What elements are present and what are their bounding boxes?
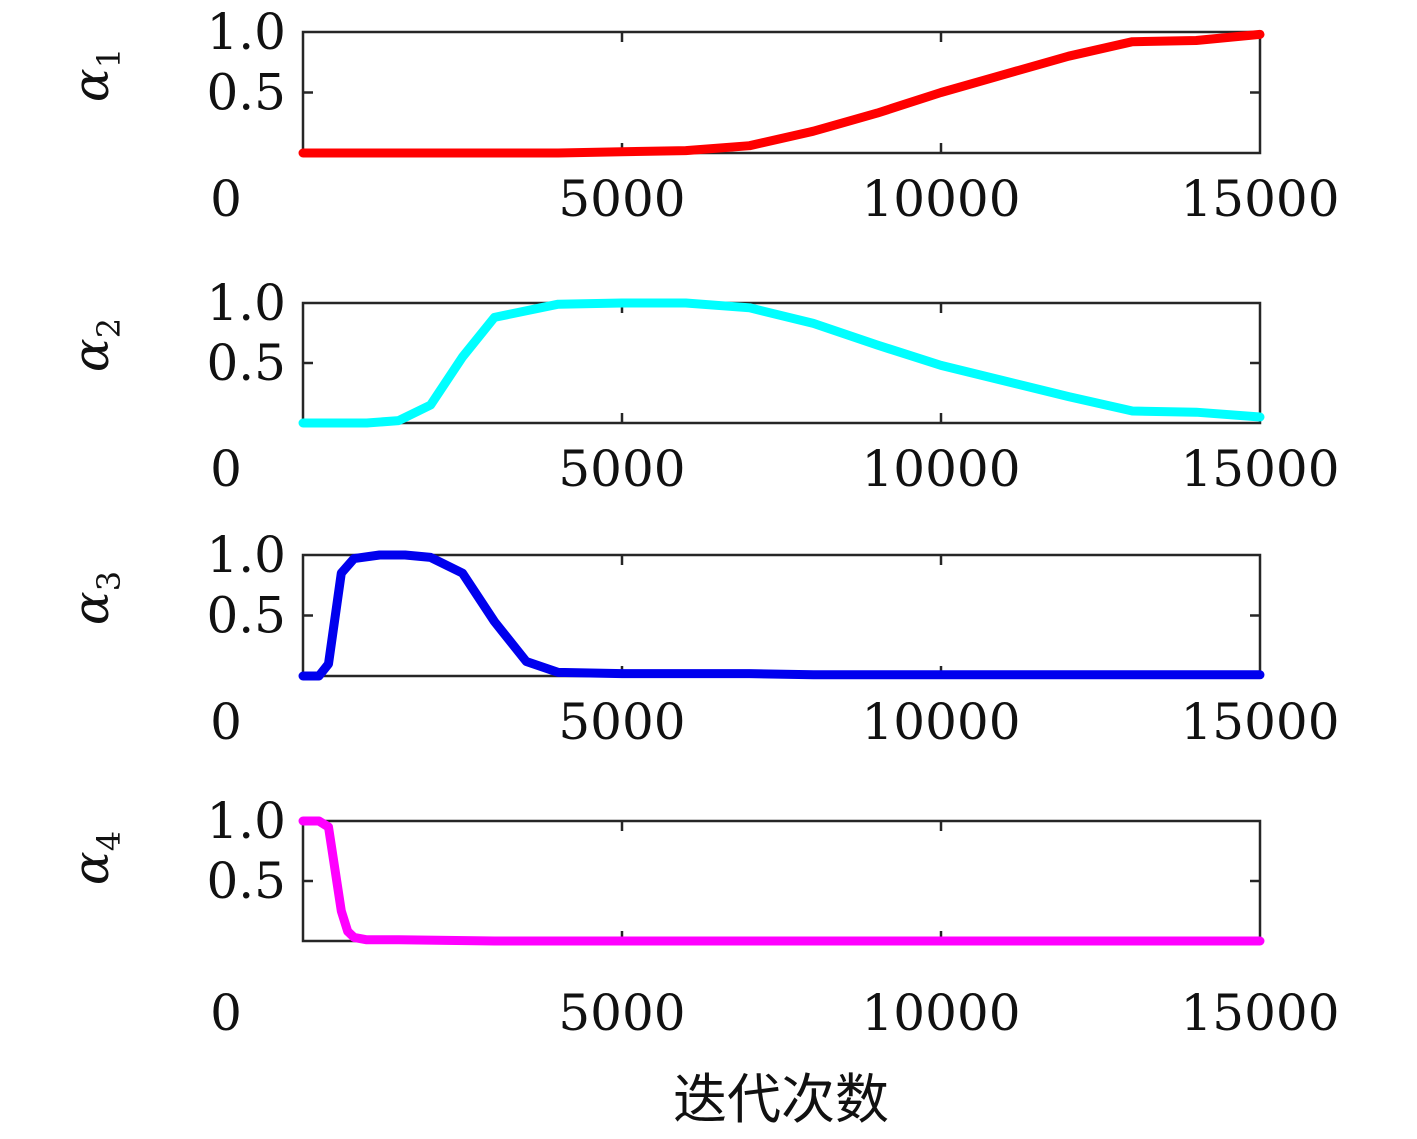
x-tick-label: 5000 xyxy=(558,984,685,1042)
series-line-alpha-3 xyxy=(298,550,1265,681)
x-tick-label-zero: 0 xyxy=(210,984,242,1042)
y-tick-label: 0.5 xyxy=(206,334,286,392)
x-tick-label: 10000 xyxy=(861,984,1020,1042)
x-tick-label: 15000 xyxy=(1180,440,1339,498)
y-axis-label-main: α xyxy=(62,851,120,885)
y-axis-label-main: α xyxy=(62,68,120,102)
x-tick-label: 15000 xyxy=(1180,170,1339,228)
panel-2: 0 5000 10000 15000 0.51.0 α2 xyxy=(62,274,1340,498)
y-axis-label-subscript: 4 xyxy=(90,831,128,851)
x-tick-label-zero: 0 xyxy=(210,170,242,228)
series-line-alpha-1 xyxy=(298,29,1265,158)
plot-frame xyxy=(301,553,1262,678)
x-tick-label: 10000 xyxy=(861,693,1020,751)
panel-1: 0 5000 10000 15000 0.51.0 α1 xyxy=(62,3,1340,228)
series-line-alpha-2 xyxy=(298,298,1265,428)
y-axis-label-subscript: 3 xyxy=(90,571,128,591)
x-tick-label: 15000 xyxy=(1180,693,1339,751)
x-tick-label-zero: 0 xyxy=(210,440,242,498)
y-axis-label: α2 xyxy=(62,318,128,372)
x-tick-label: 10000 xyxy=(861,170,1020,228)
panel-3: 0 5000 10000 15000 0.51.0 α3 xyxy=(62,526,1340,751)
y-axis-label-subscript: 1 xyxy=(90,48,128,68)
plot-frame xyxy=(301,819,1262,943)
y-tick-label: 0.5 xyxy=(206,64,286,122)
x-tick-label: 5000 xyxy=(558,693,685,751)
y-axis-label: α1 xyxy=(62,48,128,102)
x-tick-label: 10000 xyxy=(861,440,1020,498)
y-axis-label: α3 xyxy=(62,571,128,625)
y-tick-label: 0.5 xyxy=(206,587,286,645)
y-axis-label-main: α xyxy=(62,591,120,625)
panel-4: 0 5000 10000 15000 0.51.0 α4 xyxy=(62,792,1340,1042)
y-axis-label: α4 xyxy=(62,831,128,885)
y-axis-label-main: α xyxy=(62,338,120,372)
x-tick-label: 5000 xyxy=(558,440,685,498)
x-tick-label-zero: 0 xyxy=(210,693,242,751)
y-axis-label-subscript: 2 xyxy=(90,318,128,338)
x-tick-label: 5000 xyxy=(558,170,685,228)
y-tick-label: 1.0 xyxy=(206,526,286,584)
x-tick-label: 15000 xyxy=(1180,984,1339,1042)
y-tick-label: 1.0 xyxy=(206,3,286,61)
x-axis-label: 迭代次数 xyxy=(673,1068,889,1131)
y-tick-label: 1.0 xyxy=(206,792,286,850)
y-tick-label: 1.0 xyxy=(206,274,286,332)
series-line-alpha-4 xyxy=(298,816,1265,946)
y-tick-label: 0.5 xyxy=(206,852,286,910)
